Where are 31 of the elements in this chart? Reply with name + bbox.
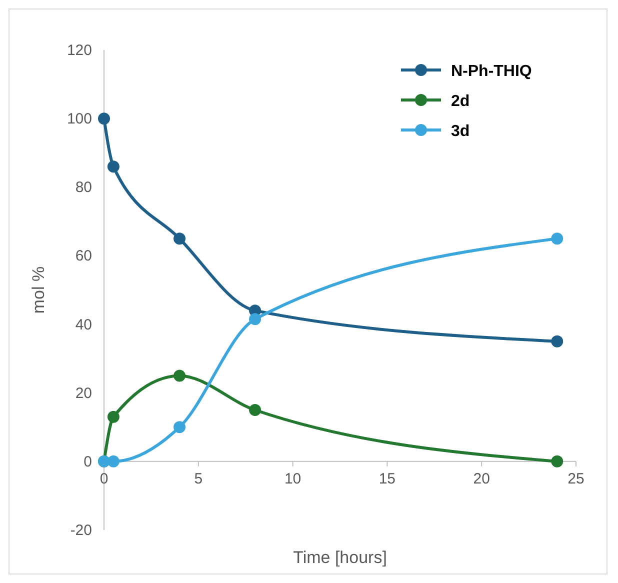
legend-label: 3d [451, 123, 470, 140]
y-axis-title: mol % [29, 266, 48, 314]
y-tick-label: 40 [75, 316, 92, 334]
point [551, 232, 564, 245]
x-tick-label: 5 [194, 470, 203, 488]
x-tick-label: 10 [284, 470, 302, 488]
point [107, 410, 120, 423]
point [107, 455, 120, 468]
point [98, 112, 110, 125]
y-tick-label: 80 [75, 179, 92, 196]
x-tick-label: 25 [568, 470, 584, 488]
y-tick-label: 20 [75, 384, 92, 402]
point [551, 455, 564, 468]
point [174, 370, 186, 382]
x-tick-label: 20 [473, 470, 490, 488]
y-tick-label: 60 [75, 248, 92, 265]
x-tick-label: 15 [378, 470, 396, 488]
legend-label: N-Ph-THIQ [451, 63, 532, 80]
y-tick-label: 120 [66, 42, 92, 59]
point [249, 313, 262, 326]
x-tick-label: 0 [100, 470, 108, 488]
point [249, 404, 262, 416]
y-tick-label: -20 [70, 522, 92, 539]
x-axis-title: Time [hours] [293, 548, 387, 567]
y-tick-label: 100 [66, 110, 92, 128]
legend-label: 2d [451, 93, 470, 110]
y-tick-label: 0 [84, 453, 92, 470]
point [551, 335, 564, 348]
point [174, 421, 186, 434]
point [107, 160, 120, 173]
point [174, 232, 186, 245]
